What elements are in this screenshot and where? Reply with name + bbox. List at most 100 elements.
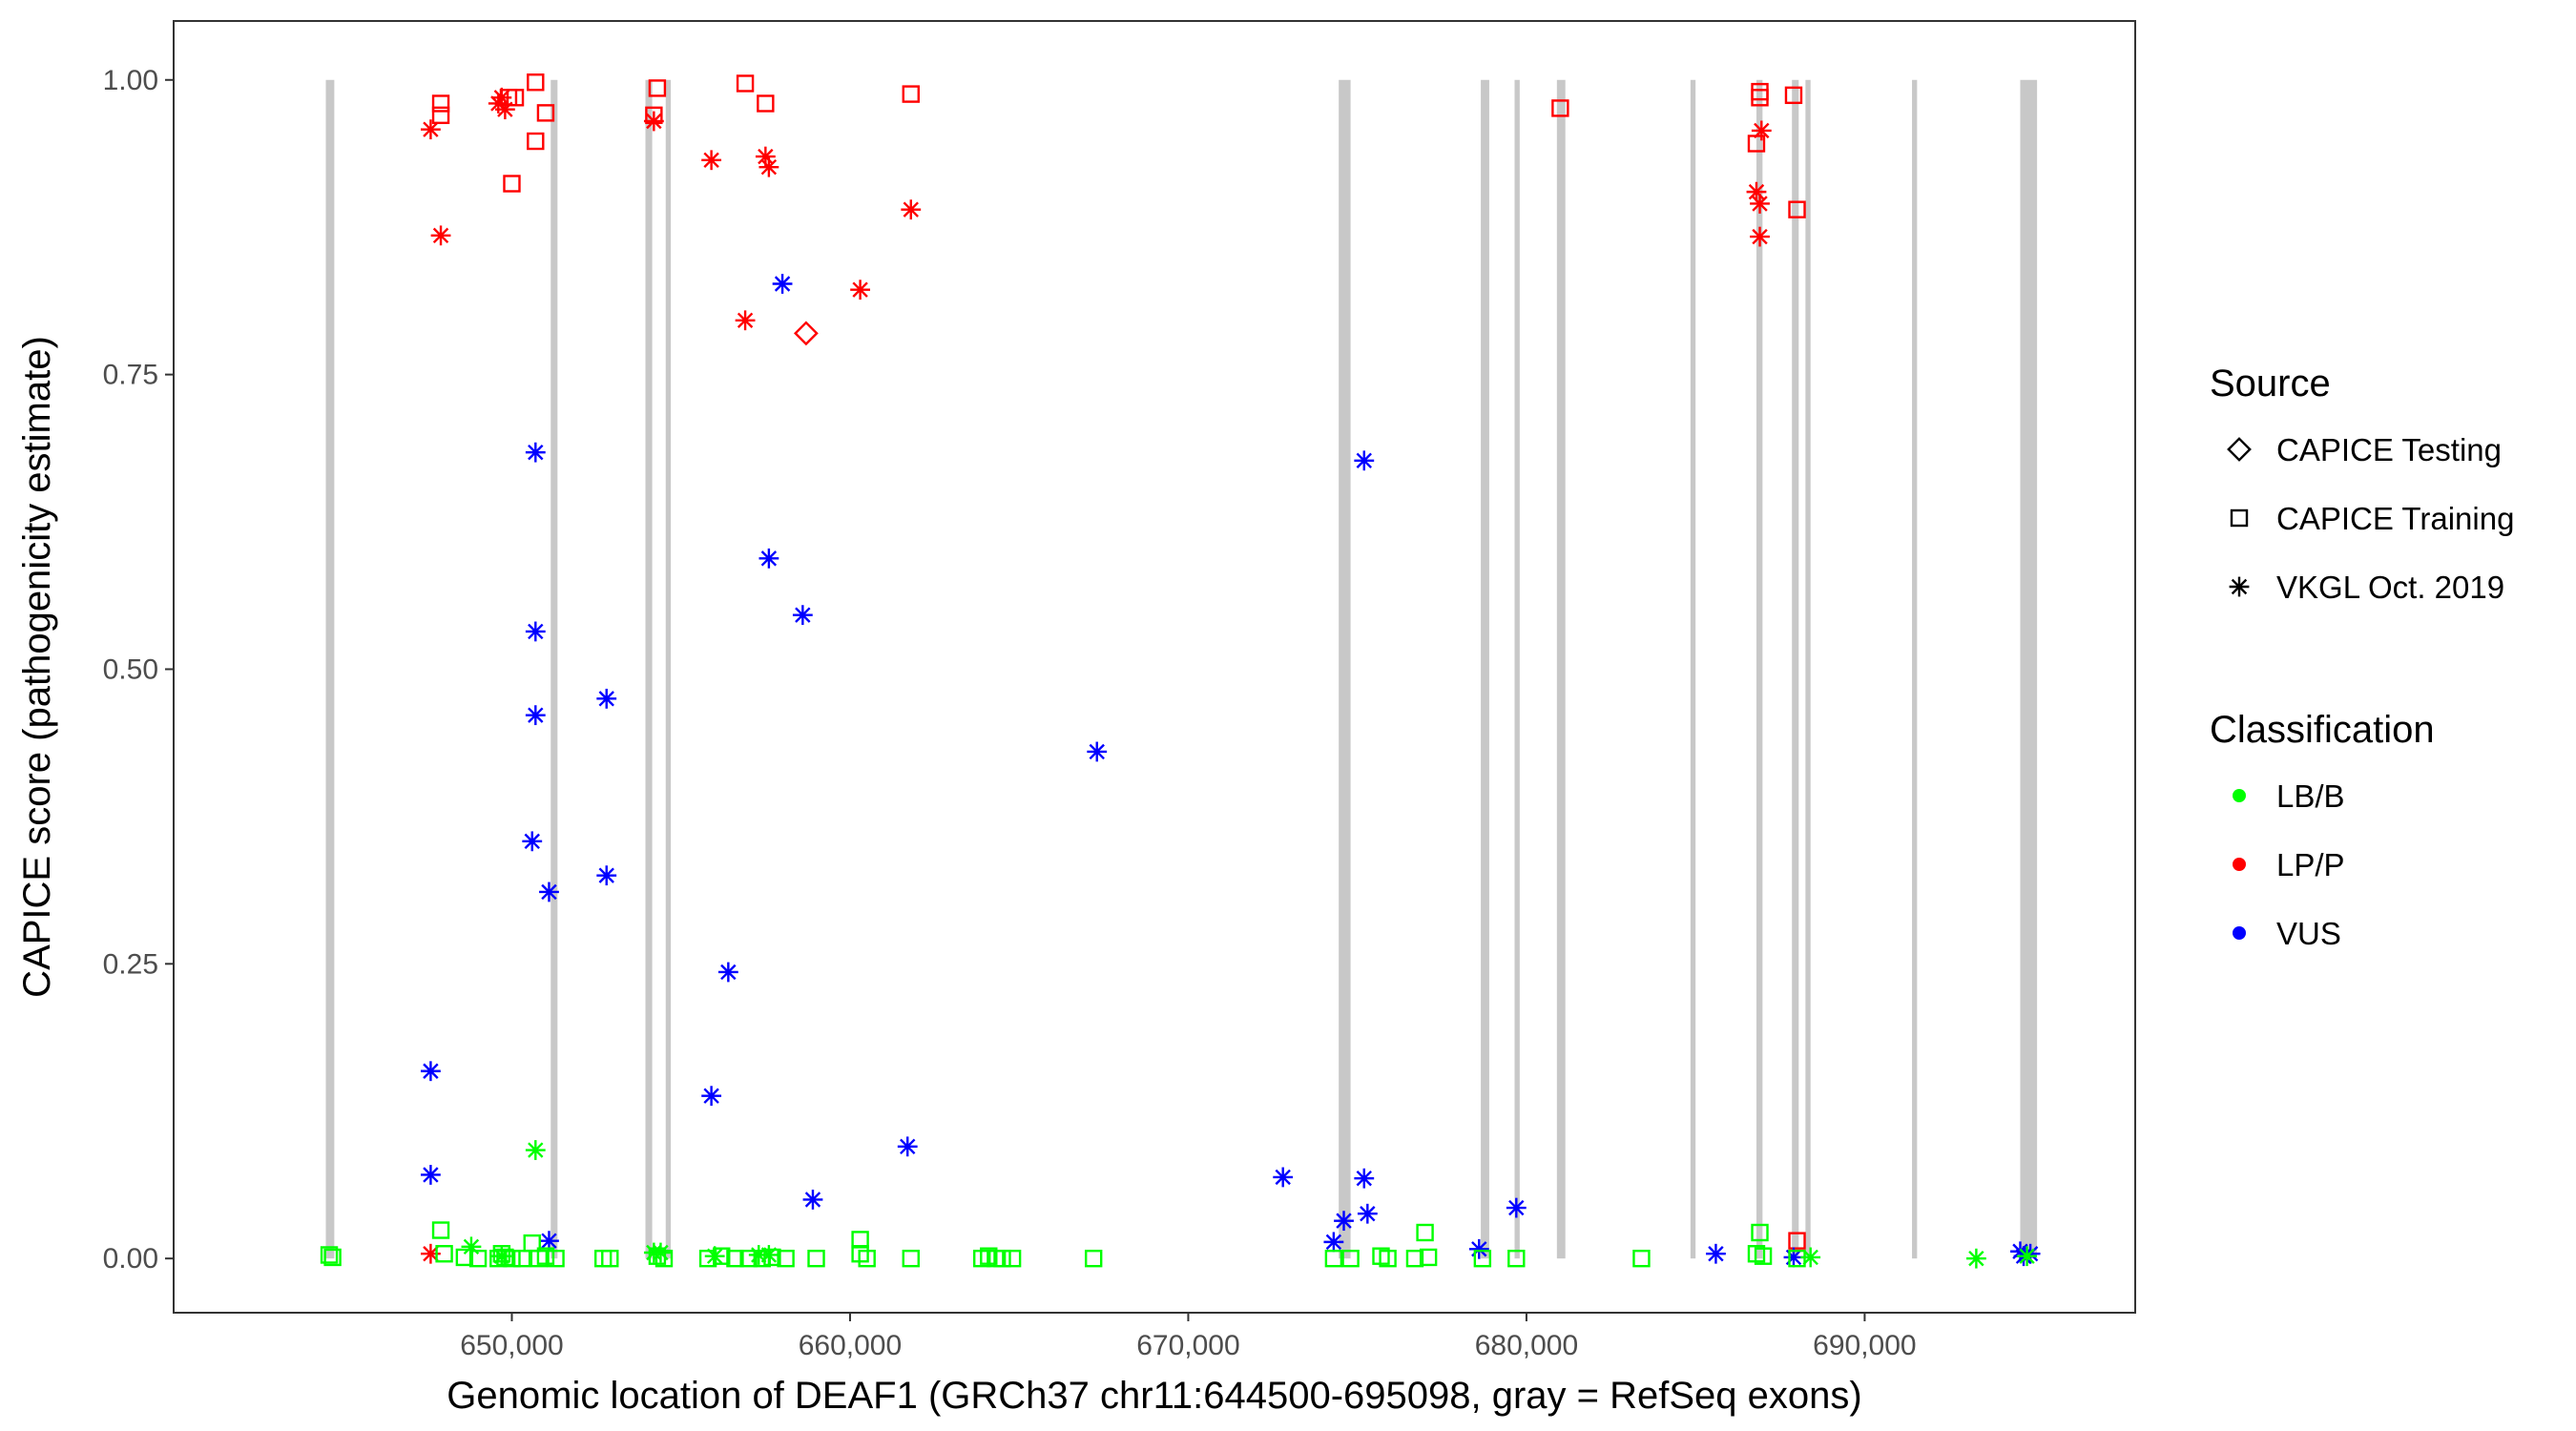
data-point bbox=[1751, 120, 1772, 141]
data-point bbox=[648, 79, 667, 97]
legend-classification-label: LP/P bbox=[2276, 847, 2345, 882]
data-point bbox=[736, 74, 755, 93]
data-point bbox=[536, 104, 555, 122]
legend-source-title: Source bbox=[2210, 363, 2331, 404]
data-point bbox=[430, 225, 451, 246]
data-point bbox=[539, 881, 559, 902]
legend-key-dot bbox=[2233, 789, 2246, 802]
data-point bbox=[431, 106, 450, 125]
legend: Source CAPICE Testing CAPICE Training VKGL… bbox=[2210, 363, 2514, 951]
data-point bbox=[901, 199, 922, 220]
legend-source-label: CAPICE Training bbox=[2276, 501, 2514, 536]
data-point bbox=[1746, 181, 1767, 202]
data-point bbox=[536, 1247, 555, 1265]
data-point bbox=[468, 1249, 488, 1268]
data-point bbox=[503, 175, 521, 193]
y-tick-label: 0.75 bbox=[103, 360, 158, 391]
legend-classification-label: VUS bbox=[2276, 916, 2341, 951]
data-point bbox=[851, 1231, 869, 1249]
data-point bbox=[431, 94, 450, 113]
legend-key-dot bbox=[2233, 858, 2246, 871]
data-point bbox=[1788, 200, 1806, 218]
data-point bbox=[654, 1249, 674, 1268]
legend-source-label: CAPICE Testing bbox=[2276, 432, 2502, 467]
x-tick-label: 680,000 bbox=[1475, 1330, 1578, 1361]
data-point bbox=[601, 1249, 619, 1268]
data-point bbox=[1750, 194, 1770, 214]
data-point bbox=[758, 156, 779, 177]
data-point bbox=[777, 1249, 795, 1268]
data-point bbox=[323, 1248, 342, 1267]
data-point bbox=[431, 1221, 450, 1239]
data-point bbox=[1507, 1249, 1526, 1268]
data-point bbox=[1087, 741, 1108, 762]
data-points bbox=[320, 73, 2041, 1269]
y-axis: 0.00 0.25 0.50 0.75 1.00 bbox=[103, 65, 174, 1275]
data-point bbox=[763, 1248, 781, 1267]
exon-band bbox=[1556, 79, 1566, 1259]
data-point bbox=[897, 1136, 918, 1157]
y-axis-title: CAPICE score (pathogenicity estimate) bbox=[16, 336, 58, 998]
legend-source-label: VKGL Oct. 2019 bbox=[2276, 570, 2504, 605]
x-axis-title: Genomic location of DEAF1 (GRCh37 chr11:… bbox=[447, 1375, 1861, 1417]
exon-band bbox=[325, 79, 335, 1259]
legend-classification-items: LB/B LP/P VUS bbox=[2233, 778, 2345, 951]
data-point bbox=[1419, 1248, 1438, 1267]
data-point bbox=[1632, 1249, 1651, 1268]
data-point bbox=[421, 1165, 441, 1185]
exon-band bbox=[1339, 79, 1351, 1259]
data-point bbox=[701, 1086, 722, 1107]
data-point bbox=[492, 1245, 511, 1263]
data-point bbox=[1751, 1223, 1769, 1242]
data-point bbox=[512, 1249, 531, 1268]
data-point bbox=[1416, 1223, 1434, 1242]
exon-band bbox=[1755, 79, 1763, 1259]
data-point bbox=[525, 1140, 546, 1160]
exon-band bbox=[1792, 79, 1799, 1259]
legend-classification-label: LB/B bbox=[2276, 778, 2345, 814]
data-point bbox=[802, 1190, 823, 1210]
data-point bbox=[1706, 1243, 1726, 1264]
data-point bbox=[320, 1246, 339, 1264]
data-point bbox=[522, 831, 543, 852]
data-point bbox=[1354, 450, 1375, 471]
data-point bbox=[503, 1249, 521, 1268]
data-point bbox=[1784, 86, 1803, 105]
data-point bbox=[858, 1249, 876, 1268]
y-tick-label: 0.25 bbox=[103, 948, 158, 980]
data-point bbox=[421, 119, 441, 140]
data-point bbox=[651, 1242, 671, 1263]
data-point bbox=[1506, 1197, 1527, 1218]
data-point bbox=[525, 705, 546, 726]
y-tick-label: 0.00 bbox=[103, 1243, 158, 1275]
data-point bbox=[547, 1249, 565, 1268]
data-point bbox=[1551, 99, 1569, 117]
data-point bbox=[753, 1249, 771, 1268]
data-point bbox=[421, 1061, 441, 1082]
data-point bbox=[713, 1247, 731, 1265]
data-point bbox=[1468, 1238, 1489, 1259]
data-point bbox=[488, 93, 509, 114]
data-point bbox=[1324, 1249, 1343, 1268]
exon-band bbox=[1481, 79, 1489, 1259]
exon-band bbox=[665, 79, 672, 1259]
data-point bbox=[1473, 1249, 1492, 1268]
data-point bbox=[902, 1249, 920, 1268]
data-point bbox=[758, 548, 779, 569]
data-point bbox=[1754, 1247, 1773, 1265]
y-tick-label: 1.00 bbox=[103, 65, 158, 96]
data-point bbox=[792, 605, 813, 626]
exon-band bbox=[1690, 79, 1696, 1259]
legend-key-square bbox=[2230, 508, 2249, 528]
exon-band bbox=[1514, 79, 1520, 1259]
data-point bbox=[1751, 89, 1769, 107]
data-point bbox=[1788, 1232, 1806, 1250]
data-point bbox=[807, 1249, 825, 1268]
data-point bbox=[527, 132, 545, 151]
x-tick-label: 650,000 bbox=[460, 1330, 563, 1361]
data-point bbox=[698, 1249, 717, 1268]
data-point bbox=[596, 865, 617, 886]
data-point bbox=[525, 621, 546, 642]
legend-source-items: CAPICE Testing CAPICE Training VKGL Oct. 2… bbox=[2227, 432, 2514, 605]
